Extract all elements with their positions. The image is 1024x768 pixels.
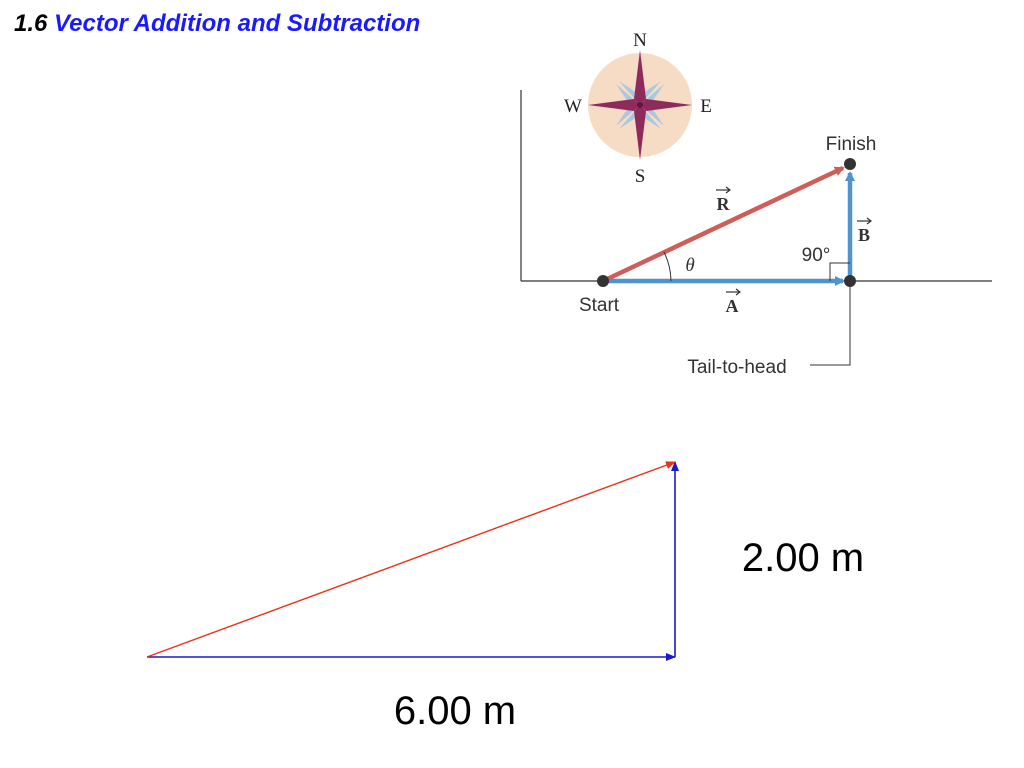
vector-b-symbol: B: [857, 217, 872, 245]
compass-north: N: [633, 30, 647, 51]
section-number: 1.6: [14, 10, 48, 37]
compass-rose-icon: [588, 50, 692, 160]
compass-south: S: [635, 166, 646, 187]
compass-east: E: [700, 96, 712, 117]
resultant-line: [146, 461, 676, 658]
right-angle-marker: [829, 262, 850, 281]
vector-a-label: A: [726, 296, 739, 316]
compass-west: W: [564, 96, 582, 117]
start-label: Start: [579, 295, 620, 316]
vector-r-symbol: R: [716, 186, 731, 214]
theta-label: θ: [685, 255, 694, 276]
start-point: [597, 275, 609, 287]
vector-r-arrow: [602, 165, 845, 284]
tail-to-head-label: Tail-to-head: [687, 357, 786, 378]
finish-point: [844, 158, 856, 170]
finish-label: Finish: [826, 134, 877, 155]
title-text: Vector Addition and Subtraction: [54, 10, 421, 37]
tail-to-head-leader: [810, 281, 851, 366]
lower-sketch: 6.00 m 2.00 m: [146, 461, 864, 733]
vector-r-label: R: [717, 194, 731, 214]
vertical-length-label: 2.00 m: [742, 536, 864, 580]
vector-a-symbol: A: [726, 288, 741, 316]
theta-arc: [663, 251, 672, 282]
upper-figure: N S E W Finish Start 90° Tail-to-head θ …: [520, 30, 992, 378]
vector-b-label: B: [858, 225, 870, 245]
slide-title: 1.6 Vector Addition and Subtraction: [14, 10, 420, 38]
right-angle-label: 90°: [802, 245, 831, 266]
horizontal-length-label: 6.00 m: [394, 689, 516, 733]
